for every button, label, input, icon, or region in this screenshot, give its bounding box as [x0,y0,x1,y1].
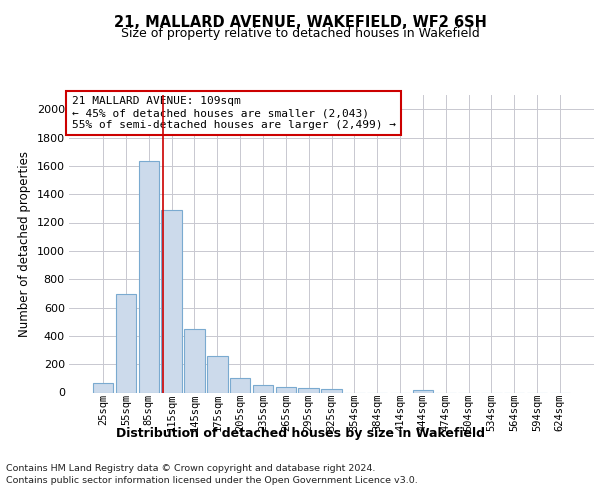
Bar [184,329,205,392]
Bar [116,294,136,392]
Bar [139,161,159,392]
Bar [253,384,273,392]
Text: 21, MALLARD AVENUE, WAKEFIELD, WF2 6SH: 21, MALLARD AVENUE, WAKEFIELD, WF2 6SH [113,15,487,30]
Text: Contains HM Land Registry data © Crown copyright and database right 2024.: Contains HM Land Registry data © Crown c… [6,464,376,473]
Bar [207,356,227,392]
Bar [93,384,113,392]
Bar [321,389,342,392]
Text: Contains public sector information licensed under the Open Government Licence v3: Contains public sector information licen… [6,476,418,485]
Bar [230,378,250,392]
Bar [275,387,296,392]
Bar [298,388,319,392]
Text: Distribution of detached houses by size in Wakefield: Distribution of detached houses by size … [115,428,485,440]
Text: 21 MALLARD AVENUE: 109sqm
← 45% of detached houses are smaller (2,043)
55% of se: 21 MALLARD AVENUE: 109sqm ← 45% of detac… [71,96,395,130]
Text: Size of property relative to detached houses in Wakefield: Size of property relative to detached ho… [121,28,479,40]
Bar [161,210,182,392]
Bar [413,390,433,392]
Y-axis label: Number of detached properties: Number of detached properties [18,151,31,337]
